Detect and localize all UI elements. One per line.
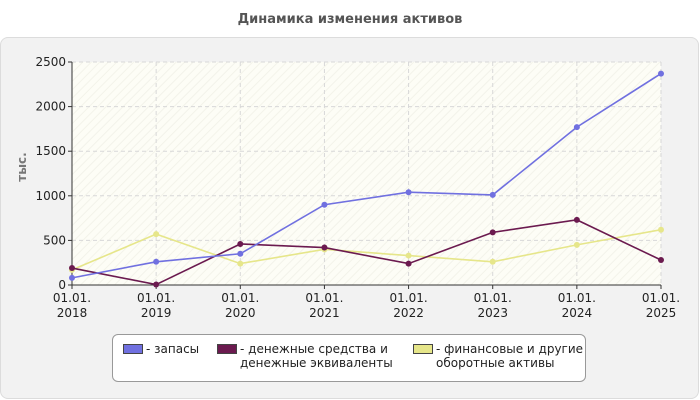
y-tick-label: 500: [43, 233, 66, 247]
data-point: [405, 189, 412, 196]
data-point: [405, 252, 412, 259]
data-point: [321, 244, 328, 251]
x-tick-label-year: 2019: [141, 306, 172, 320]
legend-swatch-cash: [217, 344, 237, 354]
data-point: [153, 258, 160, 265]
data-point: [69, 274, 75, 281]
data-point: [321, 201, 328, 208]
x-tick-label: 01.01.: [642, 291, 680, 305]
data-point: [573, 241, 580, 248]
data-point: [237, 250, 244, 257]
data-point: [573, 124, 580, 131]
legend-swatch-financial: [413, 344, 433, 354]
x-tick-label: 01.01.: [558, 291, 596, 305]
data-point: [489, 258, 496, 265]
x-tick-label-year: 2023: [477, 306, 508, 320]
x-tick-label-year: 2018: [57, 306, 88, 320]
x-tick-label-year: 2022: [393, 306, 424, 320]
legend-swatch-inventory: [123, 344, 143, 354]
series-line: [71, 228, 662, 271]
legend: - запасы - денежные средства и денежные …: [112, 334, 586, 382]
data-point: [658, 226, 664, 233]
x-tick-label: 01.01.: [389, 291, 427, 305]
y-tick-label: 1000: [35, 189, 66, 203]
legend-item-financial: - финансовые и другие оборотные активы: [413, 342, 583, 370]
data-point: [153, 281, 160, 288]
data-point: [658, 70, 664, 77]
legend-item-inventory: - запасы: [123, 342, 199, 356]
data-point: [153, 231, 160, 238]
x-tick-label: 01.01.: [474, 291, 512, 305]
series-line: [71, 72, 662, 279]
x-tick-label: 01.01.: [53, 291, 91, 305]
legend-label: - запасы: [146, 342, 200, 356]
legend-item-cash: - денежные средства и денежные эквивален…: [217, 342, 393, 370]
x-tick-label: 01.01.: [305, 291, 343, 305]
data-point: [405, 260, 412, 267]
data-point: [69, 265, 75, 272]
y-axis-title: тыс.: [15, 152, 29, 182]
x-tick-label: 01.01.: [137, 291, 175, 305]
x-tick-label-year: 2024: [562, 306, 593, 320]
series-line: [71, 219, 662, 286]
plot-area: [72, 62, 661, 285]
x-tick-label-year: 2020: [225, 306, 256, 320]
x-tick-label-year: 2021: [309, 306, 340, 320]
data-point: [489, 191, 496, 198]
x-tick-label: 01.01.: [221, 291, 259, 305]
legend-label-cont: оборотные активы: [436, 356, 555, 370]
legend-label: - финансовые и другие: [436, 342, 584, 356]
y-tick-label: 1500: [35, 144, 66, 158]
y-tick-label: 0: [58, 278, 66, 292]
legend-label: - денежные средства и: [240, 342, 388, 356]
data-point: [658, 257, 664, 264]
data-point: [573, 216, 580, 223]
data-point: [237, 240, 244, 247]
data-point: [489, 229, 496, 236]
y-tick-label: 2000: [35, 100, 66, 114]
legend-label-cont: денежные эквиваленты: [240, 356, 393, 370]
y-tick-label: 2500: [35, 55, 66, 69]
data-point: [237, 260, 244, 267]
chart-title: Динамика изменения активов: [237, 12, 463, 27]
x-tick-label-year: 2025: [646, 306, 677, 320]
